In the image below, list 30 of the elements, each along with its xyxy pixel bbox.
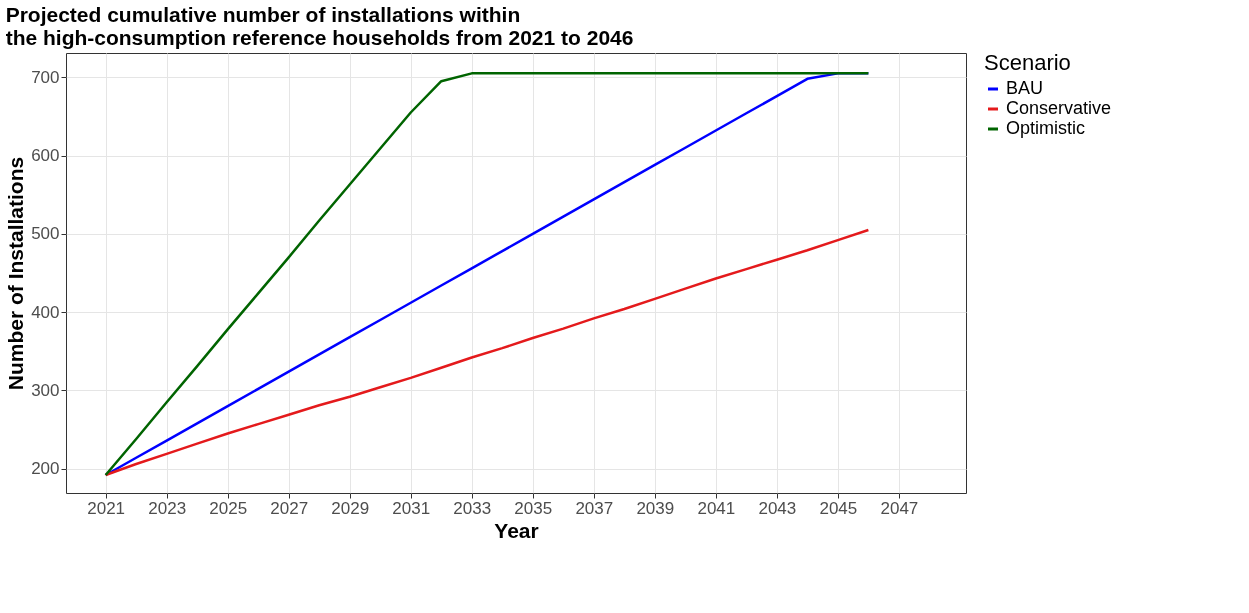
x-tick-label: 2027	[270, 498, 309, 518]
legend-label: BAU	[1006, 78, 1044, 98]
x-tick-label: 2041	[697, 498, 736, 518]
y-tick-label: 300	[31, 380, 60, 400]
x-tick-label: 2045	[819, 498, 858, 518]
x-tick-label: 2025	[209, 498, 248, 518]
x-tick-label: 2029	[331, 498, 370, 518]
legend-label: Conservative	[1006, 98, 1112, 118]
text: the high-consumption reference households from 2021 to 2046	[5, 26, 634, 49]
y-tick-label: 600	[31, 146, 60, 166]
line-series	[104, 72, 870, 477]
x-tick-label: 2047	[880, 498, 919, 518]
x-axis-title: Year	[494, 518, 539, 542]
y-tick-label: 400	[31, 302, 60, 322]
legend-label: Optimistic	[1006, 118, 1086, 138]
x-tick-label: 2033	[453, 498, 492, 518]
text: Projected cumulative number of installations within	[5, 3, 521, 26]
x-tick-label: 2043	[758, 498, 797, 518]
line-series	[104, 228, 870, 477]
legend-title: Scenario	[984, 50, 1071, 75]
y-tick-label: 700	[31, 67, 60, 87]
y-tick-label: 500	[31, 224, 60, 244]
x-tick-label: 2037	[575, 498, 614, 518]
y-tick-label: 200	[31, 459, 60, 479]
y-axis-title: Number of Installations	[4, 156, 28, 391]
x-tick-label: 2023	[148, 498, 187, 518]
x-tick-label: 2021	[87, 498, 126, 518]
x-tick-label: 2035	[514, 498, 553, 518]
x-tick-label: 2039	[636, 498, 675, 518]
x-tick-label: 2031	[392, 498, 431, 518]
